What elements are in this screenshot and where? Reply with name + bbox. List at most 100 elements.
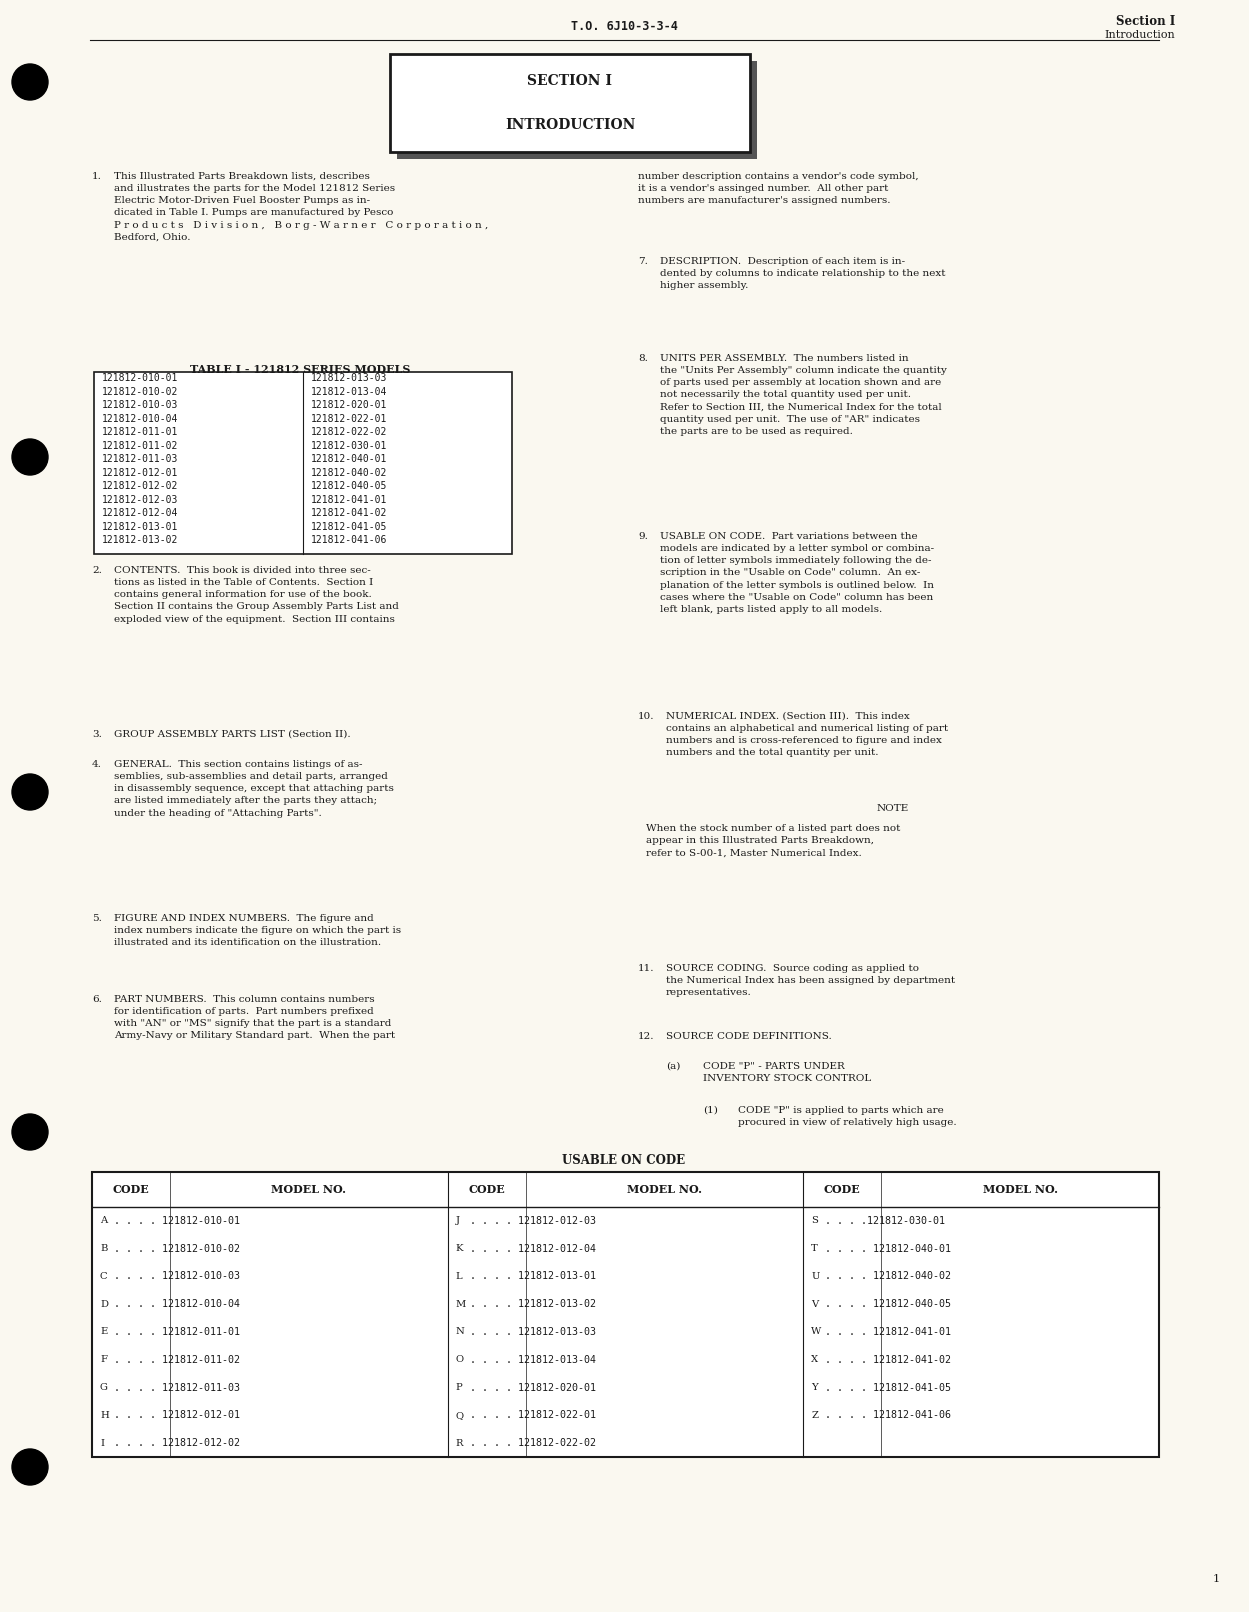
Text: 121812-011-01: 121812-011-01 <box>102 427 179 437</box>
Bar <box>92 1172 1159 1457</box>
Text: I: I <box>100 1438 104 1448</box>
Text: U: U <box>812 1272 819 1282</box>
Text: 121812-041-01: 121812-041-01 <box>311 495 387 505</box>
Text: 121812-013-02: 121812-013-02 <box>102 535 179 545</box>
Text: 12.: 12. <box>638 1032 654 1041</box>
Text: D: D <box>100 1299 107 1309</box>
Text: . . . . 121812-040-01: . . . . 121812-040-01 <box>826 1244 952 1254</box>
Text: M: M <box>456 1299 466 1309</box>
Text: 9.: 9. <box>638 532 648 542</box>
Text: USABLE ON CODE: USABLE ON CODE <box>562 1154 686 1167</box>
Text: Z: Z <box>812 1410 818 1420</box>
Text: . . . . 121812-013-04: . . . . 121812-013-04 <box>470 1354 596 1365</box>
Bar <box>94 372 512 555</box>
Text: NUMERICAL INDEX. (Section III).  This index
contains an alphabetical and numeric: NUMERICAL INDEX. (Section III). This ind… <box>666 713 948 758</box>
Text: A: A <box>100 1217 107 1225</box>
Text: 121812-022-02: 121812-022-02 <box>311 427 387 437</box>
Text: 121812-013-01: 121812-013-01 <box>102 522 179 532</box>
Text: 8.: 8. <box>638 355 648 363</box>
Text: MODEL NO.: MODEL NO. <box>627 1183 702 1194</box>
Text: 121812-030-01: 121812-030-01 <box>311 442 387 451</box>
Text: X: X <box>812 1356 818 1364</box>
Text: F: F <box>100 1356 107 1364</box>
Text: . . . . 121812-040-02: . . . . 121812-040-02 <box>826 1272 952 1282</box>
Text: . . . . 121812-040-05: . . . . 121812-040-05 <box>826 1299 952 1309</box>
Text: . . . . 121812-010-03: . . . . 121812-010-03 <box>114 1272 240 1282</box>
Text: 5.: 5. <box>92 914 102 924</box>
Circle shape <box>12 774 47 809</box>
Text: 121812-040-05: 121812-040-05 <box>311 482 387 492</box>
Text: G: G <box>100 1383 107 1393</box>
Text: 121812-041-02: 121812-041-02 <box>311 508 387 519</box>
Text: P: P <box>456 1383 462 1393</box>
Text: B: B <box>100 1244 107 1253</box>
Text: . . . . 121812-011-03: . . . . 121812-011-03 <box>114 1383 240 1393</box>
Text: MODEL NO.: MODEL NO. <box>983 1183 1058 1194</box>
Text: FIGURE AND INDEX NUMBERS.  The figure and
index numbers indicate the figure on w: FIGURE AND INDEX NUMBERS. The figure and… <box>114 914 401 948</box>
Text: 121812-010-02: 121812-010-02 <box>102 387 179 397</box>
Text: 1: 1 <box>1213 1573 1220 1585</box>
Text: . . . . 121812-041-05: . . . . 121812-041-05 <box>826 1383 952 1393</box>
Text: 10.: 10. <box>638 713 654 721</box>
Text: Introduction: Introduction <box>1104 31 1175 40</box>
Text: 121812-010-01: 121812-010-01 <box>102 374 179 384</box>
Text: INTRODUCTION: INTRODUCTION <box>505 118 636 132</box>
Circle shape <box>12 1449 47 1485</box>
Text: E: E <box>100 1328 107 1336</box>
Text: . . . . 121812-012-01: . . . . 121812-012-01 <box>114 1410 240 1420</box>
Text: W: W <box>812 1328 822 1336</box>
Text: SOURCE CODE DEFINITIONS.: SOURCE CODE DEFINITIONS. <box>666 1032 832 1041</box>
Text: 121812-012-04: 121812-012-04 <box>102 508 179 519</box>
Text: 121812-013-03: 121812-013-03 <box>311 374 387 384</box>
Text: 121812-010-03: 121812-010-03 <box>102 400 179 411</box>
Text: . . . . 121812-022-02: . . . . 121812-022-02 <box>470 1438 596 1448</box>
Text: L: L <box>456 1272 462 1282</box>
Text: . . . . 121812-012-03: . . . . 121812-012-03 <box>470 1215 596 1225</box>
Text: 121812-041-05: 121812-041-05 <box>311 522 387 532</box>
Text: 1.: 1. <box>92 172 102 181</box>
Text: . . . . 121812-020-01: . . . . 121812-020-01 <box>470 1383 596 1393</box>
Text: 121812-040-02: 121812-040-02 <box>311 467 387 477</box>
Text: 121812-012-01: 121812-012-01 <box>102 467 179 477</box>
Text: 121812-011-03: 121812-011-03 <box>102 455 179 464</box>
Text: (1): (1) <box>703 1106 718 1116</box>
Text: SOURCE CODING.  Source coding as applied to
the Numerical Index has been assigne: SOURCE CODING. Source coding as applied … <box>666 964 955 998</box>
Text: . . . . 121812-012-04: . . . . 121812-012-04 <box>470 1244 596 1254</box>
Bar <box>390 53 749 152</box>
Text: Y: Y <box>812 1383 818 1393</box>
Text: O: O <box>456 1356 463 1364</box>
Text: number description contains a vendor's code symbol,
it is a vendor's assinged nu: number description contains a vendor's c… <box>638 172 918 205</box>
Text: 3.: 3. <box>92 730 102 738</box>
Text: CODE "P" is applied to parts which are
procured in view of relatively high usage: CODE "P" is applied to parts which are p… <box>738 1106 957 1127</box>
Text: 121812-011-02: 121812-011-02 <box>102 442 179 451</box>
Text: CODE: CODE <box>112 1183 150 1194</box>
Text: . . . . 121812-013-03: . . . . 121812-013-03 <box>470 1327 596 1336</box>
Text: 121812-040-01: 121812-040-01 <box>311 455 387 464</box>
Text: . . . . 121812-010-04: . . . . 121812-010-04 <box>114 1299 240 1309</box>
Text: C: C <box>100 1272 107 1282</box>
Text: N: N <box>456 1328 465 1336</box>
Text: 121812-013-04: 121812-013-04 <box>311 387 387 397</box>
Text: TABLE I - 121812 SERIES MODELS: TABLE I - 121812 SERIES MODELS <box>190 364 410 376</box>
Text: UNITS PER ASSEMBLY.  The numbers listed in
the "Units Per Assembly" column indic: UNITS PER ASSEMBLY. The numbers listed i… <box>659 355 947 435</box>
Text: 121812-041-06: 121812-041-06 <box>311 535 387 545</box>
Text: 2.: 2. <box>92 566 102 575</box>
Text: CODE: CODE <box>824 1183 861 1194</box>
Bar <box>397 61 757 160</box>
Text: Q: Q <box>456 1410 463 1420</box>
Text: . . . . 121812-013-01: . . . . 121812-013-01 <box>470 1272 596 1282</box>
Text: 121812-010-04: 121812-010-04 <box>102 414 179 424</box>
Text: V: V <box>812 1299 818 1309</box>
Text: K: K <box>456 1244 463 1253</box>
Text: NOTE: NOTE <box>877 804 909 812</box>
Text: MODEL NO.: MODEL NO. <box>271 1183 346 1194</box>
Text: . . . . 121812-011-01: . . . . 121812-011-01 <box>114 1327 240 1336</box>
Text: When the stock number of a listed part does not
appear in this Illustrated Parts: When the stock number of a listed part d… <box>646 824 901 858</box>
Text: . . . .121812-030-01: . . . .121812-030-01 <box>826 1215 945 1225</box>
Text: SECTION I: SECTION I <box>527 74 612 89</box>
Text: CONTENTS.  This book is divided into three sec-
tions as listed in the Table of : CONTENTS. This book is divided into thre… <box>114 566 398 624</box>
Text: . . . . 121812-010-02: . . . . 121812-010-02 <box>114 1244 240 1254</box>
Text: R: R <box>456 1438 463 1448</box>
Text: This Illustrated Parts Breakdown lists, describes
and illustrates the parts for : This Illustrated Parts Breakdown lists, … <box>114 172 488 242</box>
Text: 11.: 11. <box>638 964 654 974</box>
